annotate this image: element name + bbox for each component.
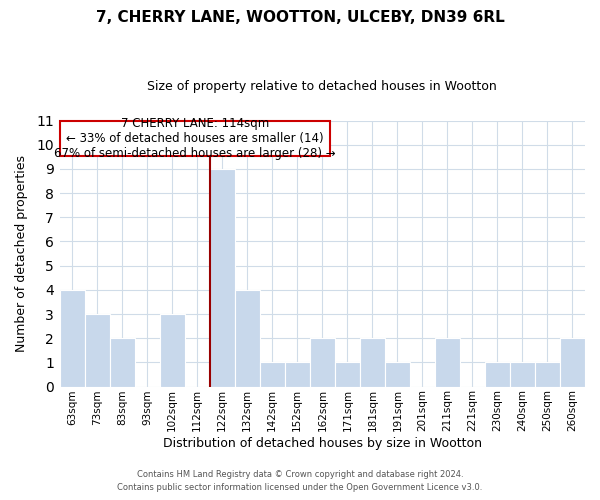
Title: Size of property relative to detached houses in Wootton: Size of property relative to detached ho… [148,80,497,93]
Bar [235,290,260,386]
Bar [385,362,410,386]
Bar [110,338,134,386]
Bar [160,314,185,386]
X-axis label: Distribution of detached houses by size in Wootton: Distribution of detached houses by size … [163,437,482,450]
Bar [59,290,85,386]
Bar [85,314,110,386]
Bar [510,362,535,386]
Bar [435,338,460,386]
Text: 7, CHERRY LANE, WOOTTON, ULCEBY, DN39 6RL: 7, CHERRY LANE, WOOTTON, ULCEBY, DN39 6R… [95,10,505,25]
Text: 7 CHERRY LANE: 114sqm
← 33% of detached houses are smaller (14)
67% of semi-deta: 7 CHERRY LANE: 114sqm ← 33% of detached … [54,116,335,160]
Text: Contains HM Land Registry data © Crown copyright and database right 2024.
Contai: Contains HM Land Registry data © Crown c… [118,470,482,492]
Bar [285,362,310,386]
Bar [485,362,510,386]
Bar [335,362,360,386]
Bar [210,169,235,386]
Y-axis label: Number of detached properties: Number of detached properties [15,155,28,352]
Bar [260,362,285,386]
FancyBboxPatch shape [59,120,330,156]
Bar [310,338,335,386]
Bar [535,362,560,386]
Bar [560,338,585,386]
Bar [360,338,385,386]
